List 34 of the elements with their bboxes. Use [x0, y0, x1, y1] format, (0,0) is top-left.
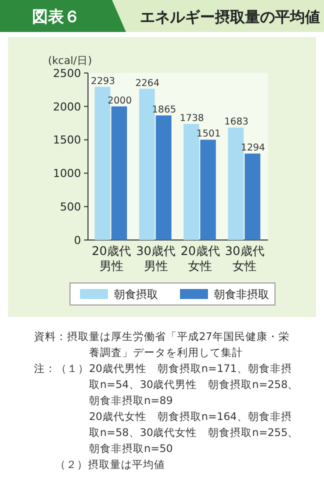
x-tick-label: 30歳代女性 [225, 244, 264, 273]
bar [156, 115, 172, 240]
data-label: 2000 [108, 95, 132, 106]
bar [184, 124, 200, 240]
x-tick-label: 30歳代男性 [136, 244, 176, 273]
legend-label: 朝食摂取 [114, 288, 158, 301]
chart-title: エネルギー摂取量の平均値 [140, 8, 320, 26]
y-tick-label: 1500 [53, 134, 81, 147]
data-label: 1683 [224, 116, 248, 128]
x-tick-label: 20歳代女性 [180, 244, 220, 273]
data-label: 1294 [240, 142, 266, 154]
y-tick-label: 1000 [53, 167, 81, 180]
y-tick-label: 2000 [53, 100, 81, 114]
y-tick-label: 2500 [53, 66, 81, 80]
data-label: 1865 [152, 104, 176, 116]
text: 注：（１）20歳代男性 朝食摂取n=171、朝食非摂取n=54、30歳代男性 朝食摂取n=258、朝食非摂取n=89 [34, 362, 299, 407]
data-label: 1501 [196, 128, 221, 140]
legend-label: 朝食非摂取 [214, 288, 269, 301]
text: 資料：摂取量は厚生労働省「平成27年国民健康・栄養調査」データを利用して集計 [34, 330, 290, 359]
bar [111, 106, 127, 240]
text: 20歳代女性 朝食摂取n=164、朝食非摂取n=58、30歳代女性 朝食摂取n=255、朝食非摂取n=50 [89, 410, 299, 455]
bar [139, 88, 155, 240]
y-axis-title: (kcal/日) [48, 55, 92, 67]
y-tick-label: 0 [74, 234, 81, 247]
x-tick-label: 20歳代男性 [92, 244, 131, 273]
y-tick-label: 500 [60, 200, 81, 214]
chart-subtitle: 図表６ [32, 7, 80, 26]
bar [200, 140, 216, 240]
text: （２）摂取量は平均値 [55, 459, 165, 471]
data-label: 2293 [90, 76, 116, 87]
label-tab: 図表６ [0, 0, 126, 32]
data-label: 1738 [180, 112, 204, 124]
bar [244, 154, 260, 240]
data-label: 2264 [135, 78, 160, 89]
